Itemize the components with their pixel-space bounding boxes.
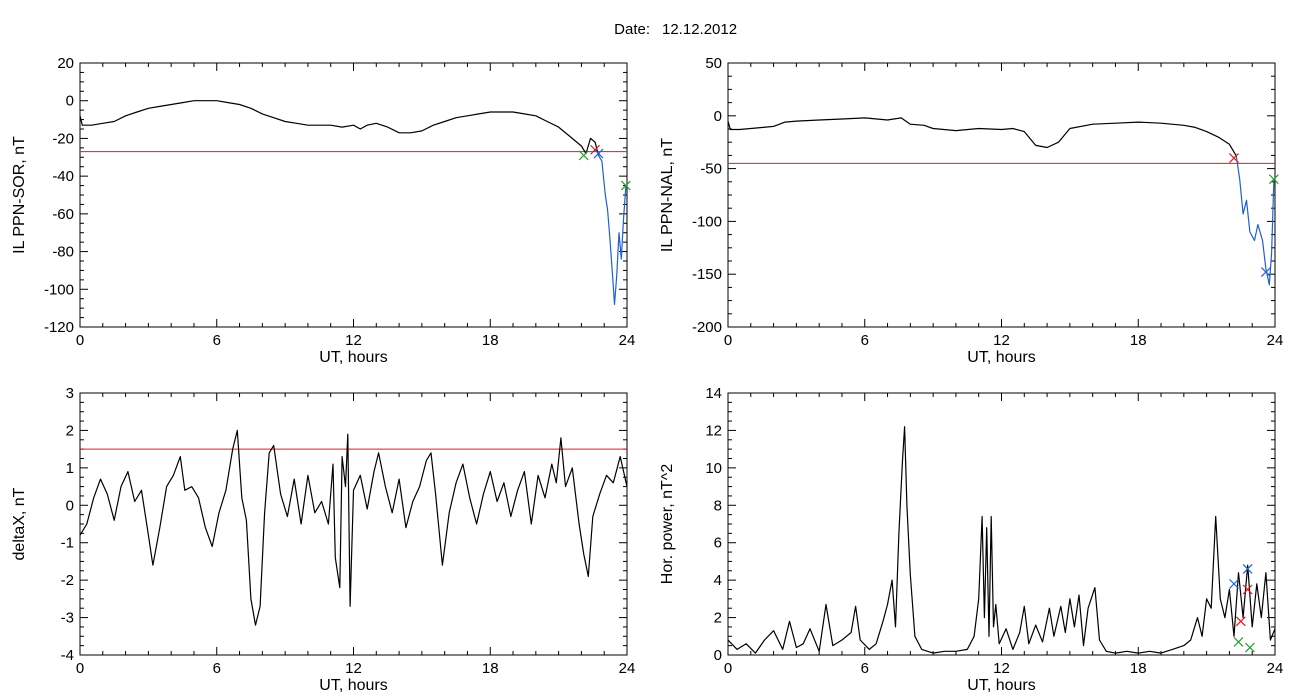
- y-tick-label: -4: [61, 647, 74, 664]
- marker-x: [1242, 563, 1253, 574]
- y-tick-label: 8: [714, 497, 722, 514]
- marker-x: [620, 180, 631, 191]
- x-tick-label: 0: [76, 332, 84, 349]
- marker-x: [1229, 578, 1239, 589]
- data-layer: [80, 429, 627, 626]
- y-tick-label: -1: [61, 535, 74, 552]
- x-tick-label: 0: [724, 332, 732, 349]
- data-layer: [80, 100, 627, 305]
- x-tick-label: 6: [213, 660, 221, 677]
- x-tick-label: 18: [1130, 332, 1147, 349]
- y-tick-label: -200: [692, 319, 722, 336]
- y-tick-label: 2: [714, 610, 722, 627]
- marker-x: [1268, 174, 1279, 185]
- y-tick-label: 0: [714, 647, 722, 664]
- x-tick-label: 6: [861, 660, 869, 677]
- y-tick-label: 0: [714, 108, 722, 125]
- x-tick-label: 24: [619, 332, 636, 349]
- y-tick-label: -60: [52, 206, 74, 223]
- x-axis-label: UT, hours: [319, 677, 387, 694]
- marker-x: [1245, 642, 1255, 653]
- marker-x: [1260, 267, 1271, 278]
- x-tick-label: 6: [213, 332, 221, 349]
- x-tick-label: 6: [861, 332, 869, 349]
- marker-x: [578, 150, 589, 161]
- series-line-0: [728, 426, 1275, 654]
- y-tick-label: 10: [705, 460, 722, 477]
- y-tick-label: -100: [44, 281, 74, 298]
- x-tick-label: 12: [345, 660, 362, 677]
- series-line-1: [597, 155, 627, 305]
- plot-frame: [79, 392, 628, 656]
- y-tick-label: -50: [700, 161, 722, 178]
- series-line-0: [80, 429, 627, 626]
- y-tick-label: -150: [692, 266, 722, 283]
- plot-frame: [727, 62, 1276, 328]
- x-axis-label: UT, hours: [319, 349, 387, 366]
- y-tick-label: -80: [52, 244, 74, 261]
- marker-x: [1233, 636, 1244, 647]
- y-axis-label: IL PPN-SOR, nT: [11, 136, 28, 254]
- y-axis-label: Hor. power, nT^2: [659, 464, 676, 585]
- x-axis-label: UT, hours: [967, 349, 1035, 366]
- y-tick-label: 50: [705, 55, 722, 72]
- y-tick-label: 12: [705, 422, 722, 439]
- y-tick-label: -40: [52, 168, 74, 185]
- x-tick-label: 18: [1130, 660, 1147, 677]
- marker-x: [593, 148, 604, 159]
- plot-frame: [79, 62, 628, 328]
- x-axis-label: UT, hours: [967, 677, 1035, 694]
- data-layer: [728, 117, 1275, 286]
- figure-title: Date: 12.12.2012: [614, 21, 737, 38]
- y-tick-label: 6: [714, 535, 722, 552]
- figure-title-date: 12.12.2012: [662, 21, 737, 38]
- chart-il-sor: 0 6 12 18 24 -120 -100 -80 -60 -40 -20 0 20 UT, hours…: [11, 55, 635, 366]
- x-tick-label: 24: [1267, 660, 1284, 677]
- y-tick-label: 0: [66, 497, 74, 514]
- y-tick-label: 4: [714, 572, 722, 589]
- y-tick-label: -100: [692, 213, 722, 230]
- y-tick-label: -2: [61, 572, 74, 589]
- x-tick-label: 12: [993, 660, 1010, 677]
- marker-x: [1235, 616, 1246, 627]
- y-axis-label: deltaX, nT: [11, 487, 28, 560]
- y-tick-label: -120: [44, 319, 74, 336]
- x-tick-label: 18: [482, 332, 499, 349]
- figure-title-prefix: Date:: [614, 21, 650, 38]
- data-layer: [728, 426, 1275, 654]
- chart-il-nal: 0 6 12 18 24 -200 -150 -100 -50 0 50 UT, hours IL PP…: [659, 55, 1283, 366]
- y-tick-label: 0: [66, 93, 74, 110]
- marker-x: [1242, 584, 1253, 595]
- x-tick-label: 18: [482, 660, 499, 677]
- x-tick-label: 0: [724, 660, 732, 677]
- y-tick-label: 14: [705, 385, 722, 402]
- x-tick-label: 24: [1267, 332, 1284, 349]
- x-tick-label: 0: [76, 660, 84, 677]
- x-tick-label: 12: [993, 332, 1010, 349]
- y-tick-label: -20: [52, 130, 74, 147]
- x-tick-label: 12: [345, 332, 362, 349]
- y-tick-label: 2: [66, 422, 74, 439]
- series-line-1: [1235, 155, 1275, 286]
- marker-x: [1229, 153, 1239, 163]
- series-line-0: [80, 100, 600, 156]
- y-tick-label: -3: [61, 610, 74, 627]
- plot-frame: [727, 392, 1276, 656]
- series-line-0: [728, 117, 1237, 157]
- y-tick-label: 20: [57, 55, 74, 72]
- x-tick-label: 24: [619, 660, 636, 677]
- y-tick-label: 1: [66, 460, 74, 477]
- y-axis-label: IL PPN-NAL, nT: [659, 138, 676, 252]
- y-tick-label: 3: [66, 385, 74, 402]
